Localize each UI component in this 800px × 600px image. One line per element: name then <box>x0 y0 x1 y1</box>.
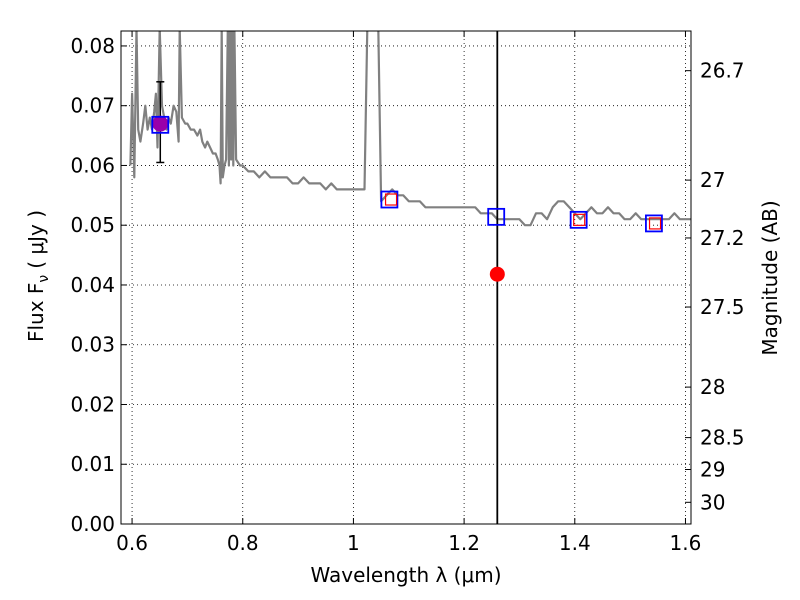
y-tick-label: 0.07 <box>70 94 115 118</box>
observed-square <box>573 213 586 226</box>
x-tick-label: 0.6 <box>116 531 148 555</box>
x-tick-label: 1.2 <box>448 531 480 555</box>
model-photometry-square <box>487 207 506 226</box>
axes-frame <box>120 30 692 525</box>
y-tick-label: 0.08 <box>70 34 115 58</box>
observed-square <box>384 193 398 206</box>
y-tick-label: 0.01 <box>70 452 115 476</box>
grid-lines <box>121 31 691 525</box>
axes: 0.6 0.8 1 1.2 1.4 1.6 0.00 0.01 0.02 0.03 0.04 0.05… <box>70 31 745 555</box>
x-tick-label: 0.8 <box>227 531 259 555</box>
y-axis-label: Flux Fν ( μJy ) <box>24 210 52 342</box>
y-axis-label-main: Flux F <box>24 283 48 342</box>
x-tick-label: 1.6 <box>670 531 702 555</box>
y2-tick-label: 28 <box>700 375 725 399</box>
y2-tick-label: 27.5 <box>700 295 745 319</box>
y-tick-label: 0.04 <box>70 273 115 297</box>
x-tick-label: 1 <box>347 531 360 555</box>
y2-tick-label: 27 <box>700 168 725 192</box>
y-tick-label: 0.02 <box>70 392 115 416</box>
x-tick-label: 1.4 <box>559 531 591 555</box>
y-axis-label-subscript: ν <box>36 275 52 283</box>
y-axis-label-unit: ( μJy ) <box>24 210 48 269</box>
y2-tick-label: 29 <box>700 457 725 481</box>
observed-square <box>648 217 662 230</box>
plot-area <box>129 31 691 524</box>
detection-point <box>152 115 169 132</box>
y2-tick-label: 26.7 <box>700 59 745 83</box>
y2-tick-label: 27.2 <box>700 226 745 250</box>
x-axis-label: Wavelength λ (μm) <box>310 563 501 587</box>
y2-tick-label: 28.5 <box>700 426 745 450</box>
y2-tick-label: 30 <box>700 490 725 514</box>
y-tick-label: 0.00 <box>70 512 115 536</box>
model-photometry-square <box>380 190 399 209</box>
y-tick-label: 0.03 <box>70 333 115 357</box>
y-tick-label: 0.06 <box>70 153 115 177</box>
model-photometry-square <box>569 210 588 229</box>
red-dot-point <box>489 266 505 282</box>
model-photometry-square <box>645 214 663 233</box>
right-axis-label: Magnitude (AB) <box>758 200 782 355</box>
model-spectrum-line <box>129 31 691 227</box>
model-photometry-square <box>151 115 170 134</box>
y-tick-label: 0.05 <box>70 213 115 237</box>
